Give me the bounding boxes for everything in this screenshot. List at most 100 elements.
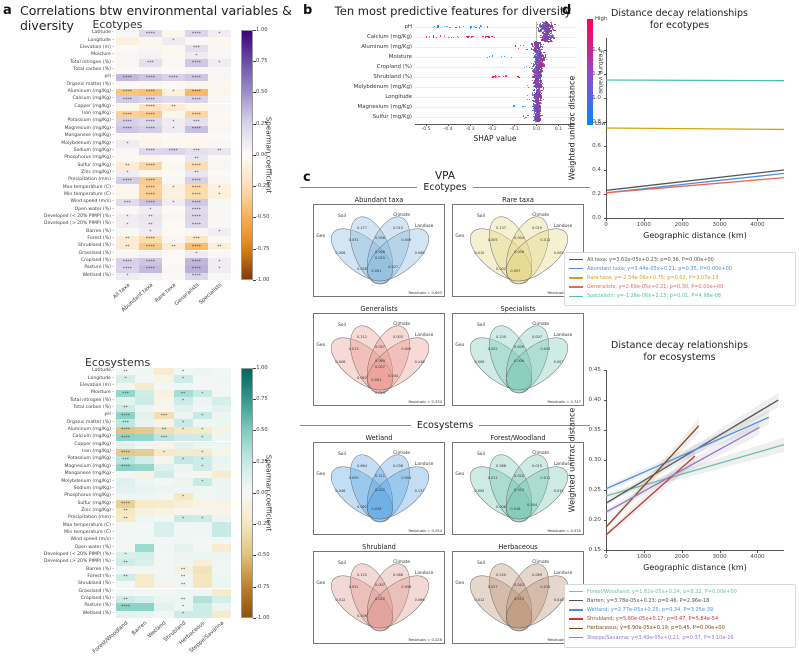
shap-dot xyxy=(536,103,539,105)
shap-dot xyxy=(539,74,541,76)
venn-set-label: Climate xyxy=(393,559,411,565)
shap-dot xyxy=(537,44,539,46)
shap-dot xyxy=(527,94,529,96)
shap-dot xyxy=(546,24,548,27)
colorbar-tickmark xyxy=(253,123,256,125)
shap-dot xyxy=(535,80,537,82)
heatmap-cell: **** xyxy=(139,257,162,266)
chart-title-line1: Distance decay relationships xyxy=(611,8,748,19)
shap-dot xyxy=(539,53,542,55)
shap-dot xyxy=(535,56,537,58)
venn-value: 0.020 xyxy=(513,473,525,478)
heatmap-cell xyxy=(212,492,232,501)
shap-dot xyxy=(545,31,548,34)
venn-title: Herbaceous xyxy=(498,543,538,551)
section-title: Ecosystems xyxy=(416,420,474,431)
venn-value: 0.009 xyxy=(553,250,564,255)
shap-dot xyxy=(535,59,537,61)
shap-dot xyxy=(553,37,555,39)
heatmap-cell xyxy=(135,419,155,427)
venn-value: 0.024 xyxy=(513,487,525,492)
venn-value: 0.137 xyxy=(495,225,507,230)
shap-dot xyxy=(543,43,545,45)
heatmap-cell: **** xyxy=(116,88,139,97)
x-axis xyxy=(606,218,784,219)
shap-dot xyxy=(545,38,547,40)
shap-dot xyxy=(536,44,539,46)
heatmap-cell: **** xyxy=(185,30,208,38)
heatmap-cell xyxy=(139,132,162,141)
shap-dot xyxy=(432,35,434,37)
shap-dot xyxy=(538,71,540,73)
shap-dot xyxy=(535,48,537,50)
heatmap-cell xyxy=(173,551,193,560)
heatmap-cell xyxy=(116,544,136,552)
legend-item: Wetland; y=2.77e-05x+0.25; p=0.34, P=3.2… xyxy=(565,605,795,614)
shap-dot xyxy=(540,54,542,56)
shap-dot xyxy=(539,46,541,48)
colorbar-tick-label: 0.00 xyxy=(256,489,268,496)
shap-dot xyxy=(543,52,545,54)
venn-set-label: Landuse xyxy=(553,224,573,230)
shap-dot xyxy=(542,25,544,27)
legend-color-swatch xyxy=(569,258,583,261)
heatmap-cell xyxy=(208,81,231,89)
shap-dot xyxy=(536,94,538,96)
shap-dot xyxy=(539,59,541,61)
significance-stars: * xyxy=(201,390,204,396)
shap-dot xyxy=(540,51,542,53)
shap-dot xyxy=(551,26,553,28)
heatmap-cell: ** xyxy=(139,213,162,222)
significance-stars: ** xyxy=(123,560,128,566)
venn-value: 0.046 xyxy=(335,488,346,493)
shap-dot xyxy=(535,46,538,49)
heatmap-row-label: Latitude - xyxy=(91,368,114,374)
heatmap-cell xyxy=(135,390,155,398)
shap-dot xyxy=(536,104,539,106)
significance-stars: * xyxy=(126,214,129,220)
shap-dot xyxy=(537,73,539,75)
shap-dot xyxy=(539,78,541,80)
significance-stars: **** xyxy=(191,222,202,228)
shap-dot xyxy=(539,76,542,79)
significance-stars: *** xyxy=(160,435,168,441)
heatmap-cell: ** xyxy=(185,169,208,177)
section-divider-left xyxy=(300,425,411,426)
shap-dot xyxy=(536,102,538,104)
shap-x-tickmark xyxy=(558,124,560,126)
significance-stars: **** xyxy=(191,177,202,183)
heatmap-cell xyxy=(154,581,174,589)
shap-dot xyxy=(548,27,550,30)
colorbar-tickmark xyxy=(253,524,256,526)
heatmap-cell xyxy=(173,485,193,493)
shap-dot xyxy=(533,82,535,84)
shap-dot xyxy=(538,69,540,71)
y-tickmark xyxy=(603,460,606,461)
heatmap-cell xyxy=(135,412,155,420)
shap-dot xyxy=(539,91,541,93)
heatmap-cell xyxy=(212,426,232,435)
heatmap-col-label: Specialists xyxy=(197,282,224,306)
shap-dot xyxy=(537,55,540,58)
y-tick-label: 0.15 xyxy=(588,547,601,553)
heatmap-cell: *** xyxy=(185,118,208,126)
shap-dot xyxy=(539,66,541,68)
shap-dot xyxy=(444,25,446,28)
heatmap-cell: ** xyxy=(139,221,162,229)
colorbar-tickmark xyxy=(253,92,256,94)
shap-dot xyxy=(536,105,538,107)
shap-dot xyxy=(539,71,541,74)
shap-dot xyxy=(533,70,536,72)
significance-stars: * xyxy=(124,552,127,558)
heatmap-cell xyxy=(162,228,185,236)
shap-dot xyxy=(531,43,533,45)
heatmap-cell: ** xyxy=(116,573,136,582)
shap-dot xyxy=(540,29,543,32)
significance-stars: ** xyxy=(171,244,176,250)
venn-value: 0.016 xyxy=(510,506,521,511)
shap-dot xyxy=(545,24,547,26)
shap-dot xyxy=(539,54,541,56)
legend-label: All taxa; y=3.62e-05x+0.23; p=0.36, P=0.… xyxy=(587,256,714,263)
shap-dot xyxy=(535,73,537,76)
heatmap-cell xyxy=(192,404,212,413)
